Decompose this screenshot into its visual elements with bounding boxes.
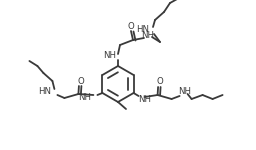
Text: O: O [156, 78, 163, 87]
Text: NH: NH [103, 51, 116, 60]
Text: O: O [77, 76, 84, 85]
Text: O: O [128, 22, 134, 31]
Text: NH: NH [142, 30, 155, 39]
Text: HN: HN [136, 24, 149, 33]
Text: NH: NH [78, 93, 91, 102]
Text: NH: NH [178, 87, 191, 96]
Text: NH: NH [138, 94, 151, 103]
Text: HN: HN [38, 87, 51, 96]
